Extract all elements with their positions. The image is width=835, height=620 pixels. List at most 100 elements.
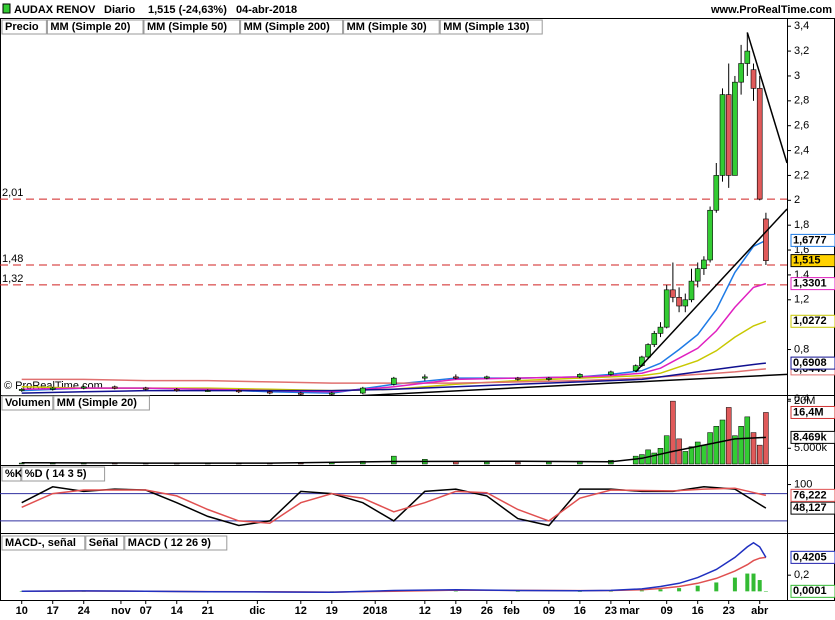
volume-bar xyxy=(453,461,459,465)
volume-bar xyxy=(546,461,552,465)
candle-body xyxy=(18,389,25,391)
volume-bar xyxy=(391,455,397,465)
volume-bar xyxy=(663,435,670,465)
histogram-bar xyxy=(453,590,458,592)
x-tick-label: 2018 xyxy=(363,605,387,617)
volume-bar xyxy=(676,438,682,465)
histogram-bar xyxy=(714,582,719,592)
value-box xyxy=(790,314,835,328)
candle-body xyxy=(266,391,273,394)
candle-body xyxy=(142,387,149,390)
level-label: 1,48 xyxy=(2,253,23,265)
candle-body xyxy=(360,387,366,394)
y-tick-label: 0,2 xyxy=(794,569,809,581)
x-tick-label: abr xyxy=(751,605,769,617)
price-panel xyxy=(0,18,835,396)
trendline xyxy=(635,208,787,373)
y-tick-label: 3,2 xyxy=(794,45,809,57)
value-label: 0,4205 xyxy=(793,551,827,563)
candle-body xyxy=(676,297,682,307)
site: www.ProRealTime.com xyxy=(710,4,832,16)
legend-entry: MM (Simple 130) xyxy=(443,21,530,33)
histogram-bar xyxy=(639,590,644,592)
legend-entry: MM (Simple 20) xyxy=(50,21,130,33)
candle-body xyxy=(111,386,118,389)
plot-area xyxy=(19,541,768,593)
candle-body xyxy=(422,376,428,379)
y-tick-label: 2,2 xyxy=(794,169,809,181)
legend-box xyxy=(1,19,47,35)
candle-body xyxy=(707,209,713,261)
legend-box xyxy=(21,466,106,482)
candle-body xyxy=(738,63,744,83)
candle-body xyxy=(204,390,211,392)
candle-body xyxy=(297,392,304,395)
value-label: 1,3301 xyxy=(793,278,827,290)
legend-entry: MM (Simple 30) xyxy=(347,21,427,33)
legend-box xyxy=(439,19,543,35)
value-box xyxy=(790,254,835,268)
candle-body xyxy=(732,81,738,176)
period: Diario xyxy=(104,4,135,16)
volume-bar xyxy=(694,441,701,465)
y-tick-label: 1,6 xyxy=(794,244,809,256)
value-box xyxy=(790,550,835,564)
x-tick-label: 12 xyxy=(295,605,307,617)
value-label: 48,127 xyxy=(793,502,827,514)
value-box xyxy=(790,501,835,515)
candle-body xyxy=(546,377,552,380)
y-tick-label: 2 xyxy=(794,194,800,206)
candle-body xyxy=(484,376,490,379)
volume-bar xyxy=(657,448,664,465)
y-tick-label: 20M xyxy=(794,395,815,407)
legend-entry: MACD-, señal xyxy=(5,537,76,549)
y-tick-label: 5.000k xyxy=(794,442,828,454)
legend-box xyxy=(1,466,22,482)
y-tick-label: 100 xyxy=(794,478,812,490)
value-label: 76,222 xyxy=(793,489,827,501)
x-tick-label: 17 xyxy=(47,605,59,617)
value-label: 0,6908 xyxy=(793,357,827,369)
watermark: © ProRealTime.com xyxy=(4,380,103,392)
candle-body xyxy=(453,376,459,379)
value-box xyxy=(790,356,835,370)
volume-bar xyxy=(732,435,738,465)
candle-body xyxy=(670,289,676,298)
legend-box xyxy=(343,19,440,35)
level-label: 1,32 xyxy=(2,273,23,285)
header: AUDAX RENOV Diario 1,515 (-24,63%) 04-ab… xyxy=(2,3,832,16)
volume-bar xyxy=(744,416,751,465)
value-box xyxy=(790,233,835,247)
x-tick-label: 23 xyxy=(605,605,617,617)
candle-body xyxy=(744,50,751,64)
value-label: 1,515 xyxy=(793,255,821,267)
candle-body xyxy=(235,390,242,393)
y-tick-label: 0,4 xyxy=(794,393,809,405)
plot-area xyxy=(0,32,787,395)
y-tick-label: 3 xyxy=(794,70,800,82)
candle-body xyxy=(663,289,670,328)
series-line xyxy=(21,541,767,593)
candle-body xyxy=(688,280,695,301)
value-label: 8.469k xyxy=(793,431,828,443)
value-box xyxy=(790,488,835,502)
x-tick-label: 12 xyxy=(419,605,431,617)
x-tick-label: 14 xyxy=(171,605,184,617)
x-tick-label: 09 xyxy=(543,605,555,617)
volume-bar xyxy=(725,407,732,465)
trendline xyxy=(746,32,787,164)
candle-body xyxy=(80,386,87,389)
candle-body xyxy=(694,268,701,282)
candle-body xyxy=(645,344,651,358)
candle-body xyxy=(719,94,726,176)
histogram-bar xyxy=(757,580,762,592)
histogram-bar xyxy=(763,591,768,592)
value-box xyxy=(790,430,835,444)
volume-bar xyxy=(756,444,763,465)
x-tick-label: mar xyxy=(619,605,640,617)
volume-bar xyxy=(651,452,658,465)
candle-body xyxy=(173,389,180,391)
volume-bar xyxy=(632,455,639,465)
level-label: 2,01 xyxy=(2,187,23,199)
